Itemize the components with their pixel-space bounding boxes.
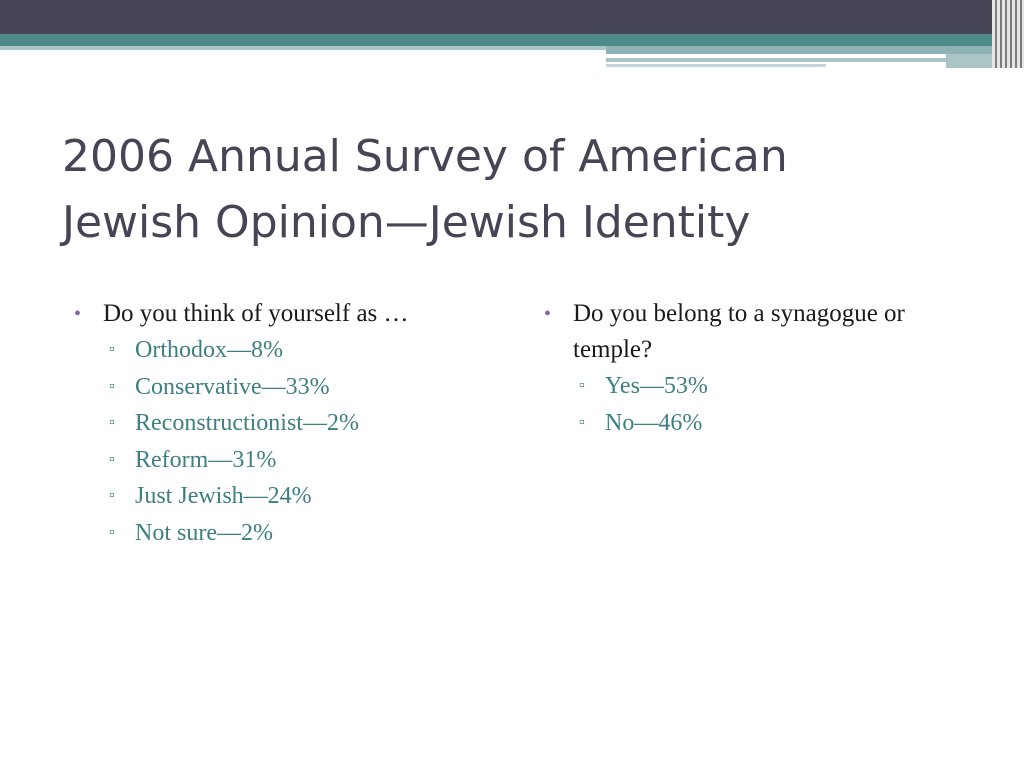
bullet-square-icon: ▫ bbox=[109, 414, 115, 431]
bullet-square-icon: ▫ bbox=[109, 487, 115, 504]
list-item: ▫ Just Jewish—24% bbox=[103, 478, 474, 515]
left-question: Do you think of yourself as … bbox=[103, 300, 409, 327]
header-light-band bbox=[606, 58, 946, 62]
right-column: • Do you belong to a synagogue or temple… bbox=[544, 296, 944, 441]
slide-title-line2: Jewish Opinion—Jewish Identity bbox=[62, 197, 751, 248]
list-item: ▫ Reconstructionist—2% bbox=[103, 405, 474, 442]
bullet-square-icon: ▫ bbox=[579, 413, 585, 431]
bullet-square-icon: ▫ bbox=[579, 377, 585, 394]
header-light-band bbox=[606, 64, 826, 67]
answer-text: Yes—53% bbox=[605, 373, 708, 399]
header-light-band bbox=[606, 46, 1024, 54]
left-column: • Do you think of yourself as … ▫ Orthod… bbox=[74, 296, 474, 551]
bullet-square-icon: ▫ bbox=[109, 523, 115, 541]
header-dark-band bbox=[0, 0, 1024, 34]
list-item: ▫ Reform—31% bbox=[103, 442, 474, 479]
list-item: ▫ Orthodox—8% bbox=[103, 332, 474, 369]
right-bullet-list: • Do you belong to a synagogue or temple… bbox=[544, 296, 944, 441]
answer-text: Just Jewish—24% bbox=[135, 483, 312, 509]
answer-text: Conservative—33% bbox=[135, 373, 330, 400]
header-light-band bbox=[0, 46, 606, 50]
bullet-square-icon: ▫ bbox=[109, 377, 115, 395]
list-item: ▫ Conservative—33% bbox=[103, 369, 474, 406]
list-item: ▫ Yes—53% bbox=[573, 368, 944, 405]
answer-text: Orthodox—8% bbox=[135, 337, 283, 363]
answer-text: Reconstructionist—2% bbox=[135, 410, 359, 436]
header-teal-band bbox=[0, 34, 1024, 46]
bullet-dot-icon: • bbox=[544, 303, 552, 325]
list-item: ▫ No—46% bbox=[573, 405, 944, 442]
list-item: • Do you belong to a synagogue or temple… bbox=[544, 296, 944, 441]
right-question: Do you belong to a synagogue or temple? bbox=[573, 300, 905, 363]
right-answers-list: ▫ Yes—53% ▫ No—46% bbox=[573, 368, 944, 441]
list-item: ▫ Not sure—2% bbox=[103, 515, 474, 552]
bullet-dot-icon: • bbox=[74, 303, 82, 325]
list-item: • Do you think of yourself as … ▫ Orthod… bbox=[74, 296, 474, 551]
bullet-square-icon: ▫ bbox=[109, 341, 115, 358]
header-light-band bbox=[946, 54, 992, 68]
slide-title-line1: 2006 Annual Survey of American bbox=[62, 131, 788, 182]
answer-text: Reform—31% bbox=[135, 446, 277, 473]
left-bullet-list: • Do you think of yourself as … ▫ Orthod… bbox=[74, 296, 474, 551]
slide-title: 2006 Annual Survey of American Jewish Op… bbox=[62, 124, 962, 256]
header-stripes bbox=[992, 0, 1024, 68]
bullet-square-icon: ▫ bbox=[109, 450, 115, 468]
answer-text: No—46% bbox=[605, 409, 703, 436]
answer-text: Not sure—2% bbox=[135, 519, 273, 546]
left-answers-list: ▫ Orthodox—8% ▫ Conservative—33% ▫ Recon… bbox=[103, 332, 474, 551]
